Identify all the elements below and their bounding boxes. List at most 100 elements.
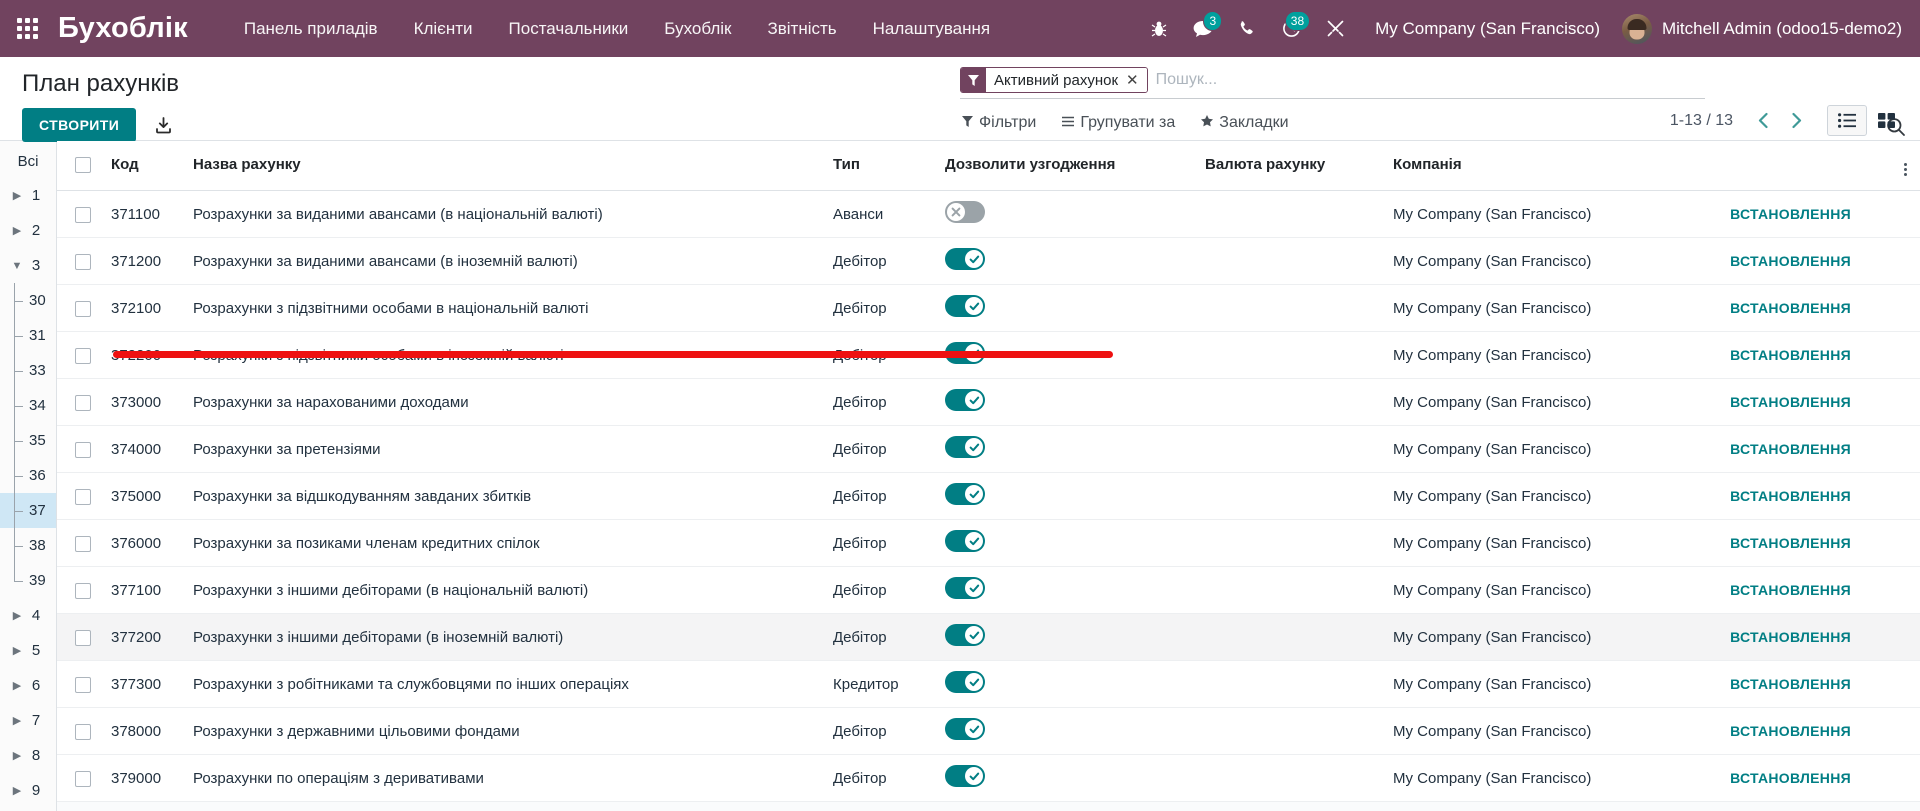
- table-row[interactable]: 377100 Розрахунки з іншими дебіторами (в …: [57, 566, 1920, 614]
- reconcile-toggle[interactable]: [945, 671, 985, 693]
- chevron-down-icon[interactable]: ▼: [11, 259, 23, 272]
- table-row[interactable]: 372200 Розрахунки з підзвітними особами в…: [57, 331, 1920, 379]
- sidebar-item-9[interactable]: ▶ 9: [0, 773, 56, 808]
- table-row[interactable]: 376000 Розрахунки за позиками членам кред…: [57, 519, 1920, 567]
- reconcile-toggle[interactable]: [945, 436, 985, 458]
- sidebar-item-34[interactable]: 34: [0, 388, 56, 423]
- menu-item-vendors[interactable]: Постачальники: [508, 18, 629, 38]
- sidebar-item-6[interactable]: ▶ 6: [0, 668, 56, 703]
- table-row[interactable]: 375000 Розрахунки за відшкодуванням завда…: [57, 472, 1920, 520]
- reconcile-toggle[interactable]: [945, 389, 985, 411]
- row-checkbox[interactable]: [75, 629, 91, 646]
- install-button[interactable]: ВСТАНОВЛЕННЯ: [1728, 437, 1853, 461]
- optional-columns-toggle[interactable]: [1885, 141, 1920, 191]
- install-button[interactable]: ВСТАНОВЛЕННЯ: [1728, 202, 1853, 226]
- row-checkbox[interactable]: [75, 347, 91, 364]
- reconcile-toggle[interactable]: [945, 577, 985, 599]
- sidebar-item-7[interactable]: ▶ 7: [0, 703, 56, 738]
- search-input[interactable]: [1155, 71, 1705, 89]
- table-row[interactable]: 378000 Розрахунки з державними цільовими …: [57, 707, 1920, 755]
- header-company[interactable]: Компанія: [1385, 141, 1715, 191]
- row-checkbox[interactable]: [75, 253, 91, 270]
- table-row[interactable]: 377200 Розрахунки з іншими дебіторами (в …: [57, 613, 1920, 661]
- install-button[interactable]: ВСТАНОВЛЕННЯ: [1728, 343, 1853, 367]
- header-account-currency[interactable]: Валюта рахунку: [1197, 141, 1385, 191]
- sidebar-item-38[interactable]: 38: [0, 528, 56, 563]
- chevron-right-icon[interactable]: ▶: [12, 225, 22, 237]
- sidebar-item-8[interactable]: ▶ 8: [0, 738, 56, 773]
- row-checkbox[interactable]: [75, 770, 91, 787]
- row-checkbox[interactable]: [75, 676, 91, 693]
- create-button[interactable]: СТВОРИТИ: [22, 108, 137, 143]
- chevron-right-icon[interactable]: ▶: [12, 190, 22, 202]
- header-allow-reconciliation[interactable]: Дозволити узгодження: [937, 141, 1197, 191]
- select-all-checkbox[interactable]: [75, 157, 91, 174]
- chevron-right-icon[interactable]: ▶: [12, 680, 22, 692]
- activities-clock-icon[interactable]: 38: [1271, 9, 1311, 49]
- row-checkbox[interactable]: [75, 723, 91, 740]
- menu-item-accounting[interactable]: Бухоблік: [664, 18, 732, 38]
- install-button[interactable]: ВСТАНОВЛЕННЯ: [1728, 766, 1853, 790]
- reconcile-toggle[interactable]: [945, 248, 985, 270]
- sidebar-item-36[interactable]: 36: [0, 458, 56, 493]
- messages-icon[interactable]: 3: [1183, 9, 1223, 49]
- apps-grid-icon[interactable]: [10, 12, 44, 46]
- sidebar-item-31[interactable]: 31: [0, 318, 56, 353]
- menu-item-configuration[interactable]: Налаштування: [872, 18, 991, 38]
- menu-item-dashboard[interactable]: Панель приладів: [243, 18, 378, 38]
- pager-counter[interactable]: 1-13 / 13: [1669, 111, 1733, 129]
- menu-item-customers[interactable]: Клієнти: [413, 18, 473, 38]
- sidebar-item-33[interactable]: 33: [0, 353, 56, 388]
- table-row[interactable]: 374000 Розрахунки за претензіями Дебітор My…: [57, 425, 1920, 473]
- favorites-dropdown[interactable]: Закладки: [1201, 114, 1289, 132]
- reconcile-toggle[interactable]: [945, 530, 985, 552]
- install-button[interactable]: ВСТАНОВЛЕННЯ: [1728, 296, 1853, 320]
- menu-item-reporting[interactable]: Звітність: [767, 18, 837, 38]
- download-icon[interactable]: [150, 112, 177, 139]
- chevron-right-icon[interactable]: ▶: [12, 610, 22, 622]
- table-row[interactable]: 371200 Розрахунки за виданими авансами (в…: [57, 237, 1920, 285]
- kanban-icon[interactable]: [1867, 105, 1906, 136]
- reconcile-toggle[interactable]: [945, 765, 985, 787]
- header-code[interactable]: Код: [103, 141, 185, 191]
- install-button[interactable]: ВСТАНОВЛЕННЯ: [1728, 672, 1853, 696]
- sidebar-item-5[interactable]: ▶ 5: [0, 633, 56, 668]
- reconcile-toggle[interactable]: [945, 201, 985, 223]
- row-checkbox[interactable]: [75, 394, 91, 411]
- row-checkbox[interactable]: [75, 441, 91, 458]
- row-checkbox[interactable]: [75, 582, 91, 599]
- search-facet-active-account[interactable]: Активний рахунок ✕: [960, 67, 1148, 93]
- row-checkbox[interactable]: [75, 535, 91, 552]
- table-row[interactable]: 373000 Розрахунки за нарахованими доходам…: [57, 378, 1920, 426]
- install-button[interactable]: ВСТАНОВЛЕННЯ: [1728, 531, 1853, 555]
- chevron-right-icon[interactable]: ▶: [12, 750, 22, 762]
- table-row[interactable]: 379000 Розрахунки по операціям з деривати…: [57, 754, 1920, 802]
- sidebar-item-30[interactable]: 30: [0, 283, 56, 318]
- vertical-dots-icon[interactable]: [1903, 163, 1907, 176]
- table-row[interactable]: 371100 Розрахунки за виданими авансами (в…: [57, 190, 1920, 238]
- reconcile-toggle[interactable]: [945, 624, 985, 646]
- header-account-name[interactable]: Назва рахунку: [185, 141, 825, 191]
- sidebar-item-3[interactable]: ▼ 3: [0, 248, 56, 283]
- install-button[interactable]: ВСТАНОВЛЕННЯ: [1728, 249, 1853, 273]
- chevron-right-icon[interactable]: [1780, 108, 1813, 133]
- chevron-right-icon[interactable]: ▶: [12, 645, 22, 657]
- sidebar-item-1[interactable]: ▶ 1: [0, 178, 56, 213]
- sidebar-item-2[interactable]: ▶ 2: [0, 213, 56, 248]
- row-checkbox[interactable]: [75, 206, 91, 223]
- list-icon[interactable]: [1827, 105, 1867, 136]
- table-row[interactable]: 372100 Розрахунки з підзвітними особами в…: [57, 284, 1920, 332]
- chevron-right-icon[interactable]: ▶: [12, 785, 22, 797]
- chevron-left-icon[interactable]: [1747, 108, 1780, 133]
- sidebar-item-all[interactable]: Всі: [17, 153, 39, 170]
- bug-icon[interactable]: [1139, 9, 1179, 49]
- company-switcher[interactable]: My Company (San Francisco): [1375, 18, 1600, 38]
- sidebar-item-35[interactable]: 35: [0, 423, 56, 458]
- install-button[interactable]: ВСТАНОВЛЕННЯ: [1728, 390, 1853, 414]
- reconcile-toggle[interactable]: [945, 483, 985, 505]
- table-row[interactable]: 377300 Розрахунки з робітниками та службо…: [57, 660, 1920, 708]
- sidebar-item-37[interactable]: 37: [0, 493, 56, 528]
- install-button[interactable]: ВСТАНОВЛЕННЯ: [1728, 484, 1853, 508]
- app-brand[interactable]: Бухоблік: [58, 12, 188, 44]
- sidebar-item-39[interactable]: 39: [0, 563, 56, 598]
